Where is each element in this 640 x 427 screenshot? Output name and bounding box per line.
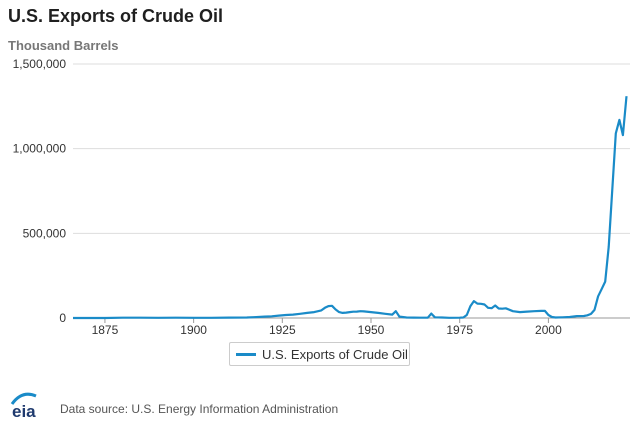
- legend[interactable]: U.S. Exports of Crude Oil: [229, 342, 410, 366]
- y-tick-label: 0: [59, 311, 66, 325]
- grid-lines: [73, 63, 630, 234]
- data-source: Data source: U.S. Energy Information Adm…: [60, 402, 339, 416]
- y-tick-label: 1,500,000: [13, 57, 67, 71]
- x-tick-label: 1950: [358, 323, 385, 337]
- footer: eia: [8, 390, 48, 420]
- series-layer: [73, 96, 628, 320]
- tick-labels: 0 500,000 1,000,000 1,500,000 1875 1900 1925 19…: [13, 57, 562, 337]
- x-tick-label: 2000: [535, 323, 562, 337]
- chart-subtitle: Thousand Barrels: [8, 38, 119, 53]
- x-tick-label: 1925: [269, 323, 296, 337]
- x-tick-label: 1875: [92, 323, 119, 337]
- y-tick-label: 1,000,000: [13, 142, 67, 156]
- eia-logo-text: eia: [12, 402, 36, 420]
- legend-swatch: [236, 352, 256, 356]
- y-tick-label: 500,000: [23, 226, 67, 240]
- legend-label: U.S. Exports of Crude Oil: [262, 346, 408, 362]
- x-tick-label: 1975: [446, 323, 473, 337]
- x-tick-label: 1900: [180, 323, 207, 337]
- chart-plot: 0 500,000 1,000,000 1,500,000 1875 1900 1925 19…: [13, 57, 630, 337]
- eia-logo-icon: eia: [10, 392, 37, 420]
- chart-title: U.S. Exports of Crude Oil: [8, 6, 224, 26]
- series-line-us-exports: [73, 96, 628, 320]
